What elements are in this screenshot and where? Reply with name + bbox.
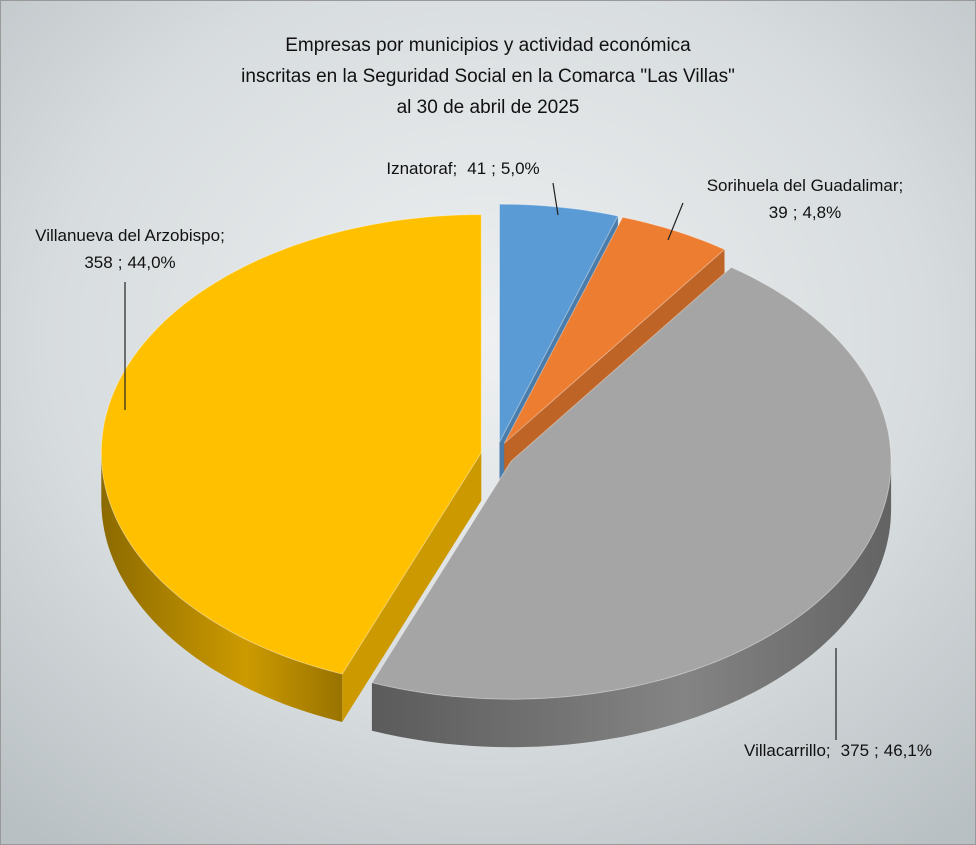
slice [371,266,892,700]
data-label: Iznatoraf; 41; 5,0% [386,159,539,178]
separator: ; [793,203,798,222]
chart-title: Empresas por municipios y actividad econ… [285,35,691,56]
separator: ; [453,159,458,178]
slice-side [342,452,482,722]
percentage-label: 44,0% [127,253,175,272]
chart-title: al 30 de abril de 2025 [397,97,580,118]
data-label: 358; 44,0% [84,253,175,272]
value-label: 358 [84,253,112,272]
category-label: Villacarrillo [744,741,826,760]
slice-side [371,461,892,748]
value-label: 39 [769,203,788,222]
category-label: Sorihuela del Guadalimar [707,176,899,195]
data-label: 39; 4,8% [769,203,841,222]
separator: ; [899,176,904,195]
data-label: Sorihuela del Guadalimar; [707,176,904,195]
percentage-label: 4,8% [802,203,841,222]
leader-line [667,202,684,241]
leader-line [552,182,559,216]
separator: ; [826,741,831,760]
separator: ; [874,741,879,760]
slice [100,214,482,675]
category-label: Iznatoraf [386,159,452,178]
slice-side [101,452,343,722]
data-label: Villanueva del Arzobispo; [35,226,225,245]
slice [503,216,726,444]
separator: ; [118,253,123,272]
slice [499,203,619,443]
value-label: 41 [467,159,486,178]
separator: ; [491,159,496,178]
percentage-label: 46,1% [884,741,932,760]
separator: ; [220,226,225,245]
category-label: Villanueva del Arzobispo [35,226,220,245]
percentage-label: 5,0% [501,159,540,178]
data-label: Villacarrillo; 375; 46,1% [744,741,932,760]
chart-title: inscritas en la Seguridad Social en la C… [241,66,735,87]
value-label: 375 [841,741,869,760]
